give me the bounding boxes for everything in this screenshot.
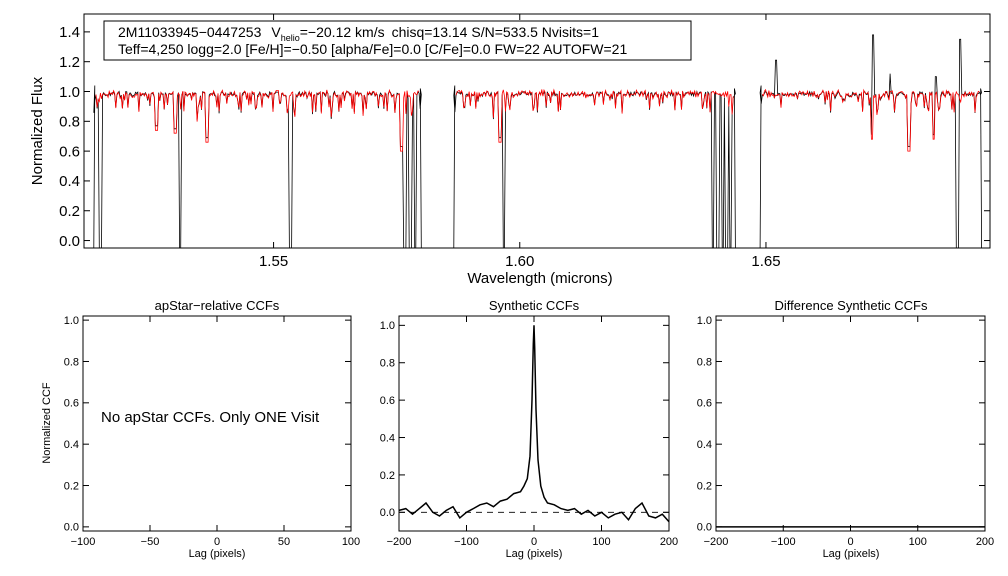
- spectrum-ytick-label: 0.8: [59, 114, 80, 131]
- spectrum-frame: [83, 13, 991, 249]
- difference-ytick-label: 0.0: [697, 522, 712, 534]
- synthetic-xtick-label: 200: [660, 536, 678, 548]
- difference-xtick-label: −200: [704, 536, 729, 548]
- spectrum-ticks: 1.55 1.60 1.65 0.0 0.2 0.4 0.6 0.8 1.0 1.2 1.4: [59, 14, 990, 270]
- apstar-xtick-label: 50: [278, 536, 290, 548]
- apstar-ticks: −100 −50 0 50 100 0.0 0.2 0.4 0.6 0.8 1.0: [64, 315, 360, 548]
- vhelio-value: =−20.12 km/s: [300, 24, 385, 40]
- observed-spectrum-line: [93, 85, 422, 249]
- spectrum-ytick-label: 1.4: [59, 24, 80, 41]
- spectrum-xtick-label: 1.60: [505, 253, 534, 270]
- apstar-xlabel: Lag (pixels): [189, 548, 246, 560]
- spectrum-ytick-label: 0.2: [59, 203, 80, 220]
- apstar-ytick-label: 0.6: [64, 398, 79, 410]
- synthetic-xtick-label: 0: [531, 536, 537, 548]
- synthetic-spectrum-line: [455, 88, 734, 143]
- fit-stats: chisq=13.14 S/N=533.5 Nvisits=1: [392, 24, 600, 40]
- difference-xtick-label: 0: [847, 536, 853, 548]
- synthetic-ytick-label: 0.2: [380, 470, 395, 482]
- apstar-ytick-label: 0.2: [64, 480, 79, 492]
- difference-ytick-label: 1.0: [697, 315, 712, 327]
- apstar-ccf-panel: −100 −50 0 50 100 0.0 0.2 0.4 0.6 0.8 1.0 apStar−r…: [41, 298, 360, 560]
- spectrum-chips: [93, 34, 983, 249]
- synthetic-xtick-label: 100: [592, 536, 610, 548]
- spectrum-ytick-label: 1.2: [59, 54, 80, 71]
- apstar-title: apStar−relative CCFs: [155, 298, 280, 313]
- difference-frame: [715, 315, 986, 532]
- synthetic-xtick-label: −100: [454, 536, 479, 548]
- apstar-xtick-label: −50: [141, 536, 160, 548]
- synthetic-ytick-label: 0.6: [380, 395, 395, 407]
- synthetic-ticks: −200 −100 0 100 200 0.0 0.2 0.4 0.6 0.8 1.0: [380, 316, 678, 548]
- synthetic-xtick-label: −200: [387, 536, 412, 548]
- apstar-xtick-label: 0: [214, 536, 220, 548]
- vhelio-prefix: V: [271, 24, 281, 40]
- spectrum-xtick-label: 1.55: [259, 253, 288, 270]
- synthetic-ccf-panel: −200 −100 0 100 200 0.0 0.2 0.4 0.6 0.8 1.0 Synthe…: [380, 298, 678, 560]
- spectrum-xtick-label: 1.65: [751, 253, 780, 270]
- annotation-line-1: 2M11033945−0447253 Vhelio=−20.12 km/s chis…: [118, 24, 599, 43]
- synthetic-xlabel: Lag (pixels): [506, 548, 563, 560]
- spectrum-ytick-label: 0.4: [59, 173, 80, 190]
- apstar-ytick-label: 0.8: [64, 356, 79, 368]
- observed-spectrum-line: [453, 85, 736, 249]
- synthetic-spectrum-line: [761, 88, 980, 152]
- spectrum-ytick-label: 1.0: [59, 84, 80, 101]
- apstar-xtick-label: 100: [342, 536, 360, 548]
- synthetic-ytick-label: 1.0: [380, 320, 395, 332]
- difference-xtick-label: 100: [909, 536, 927, 548]
- difference-ticks: −200 −100 0 100 200 0.0 0.2 0.4 0.6 0.8 1.0: [697, 315, 994, 548]
- difference-xlabel: Lag (pixels): [823, 548, 880, 560]
- synthetic-ccf-line: [398, 325, 670, 523]
- apstar-xtick-label: −100: [71, 536, 96, 548]
- difference-xtick-label: −100: [771, 536, 796, 548]
- apstar-ytick-label: 0.0: [64, 522, 79, 534]
- difference-ytick-label: 0.8: [697, 356, 712, 368]
- spectrum-panel: 1.55 1.60 1.65 0.0 0.2 0.4 0.6 0.8 1.0 1.2 1.4 Wav…: [29, 13, 991, 287]
- synthetic-title: Synthetic CCFs: [489, 298, 580, 313]
- difference-xtick-label: 200: [976, 536, 994, 548]
- star-id: 2M11033945−0447253: [118, 24, 262, 40]
- observed-spectrum-line: [759, 34, 983, 249]
- spectrum-xlabel: Wavelength (microns): [467, 270, 612, 287]
- difference-ccf-panel: −200 −100 0 100 200 0.0 0.2 0.4 0.6 0.8 1.0 Differ…: [697, 298, 994, 560]
- difference-ytick-label: 0.4: [697, 439, 712, 451]
- difference-title: Difference Synthetic CCFs: [775, 298, 928, 313]
- annotation-line-2: Teff=4,250 logg=2.0 [Fe/H]=−0.50 [alpha/…: [118, 41, 627, 57]
- difference-ytick-label: 0.6: [697, 398, 712, 410]
- synthetic-ytick-label: 0.8: [380, 358, 395, 370]
- annotation-box: [103, 20, 692, 61]
- no-ccf-message: No apStar CCFs. Only ONE Visit: [101, 409, 320, 426]
- vhelio-subscript: helio: [281, 33, 300, 43]
- difference-ytick-label: 0.2: [697, 480, 712, 492]
- spectrum-ytick-label: 0.0: [59, 233, 80, 250]
- apstar-ylabel: Normalized CCF: [41, 382, 53, 464]
- synthetic-ytick-label: 0.4: [380, 432, 395, 444]
- synthetic-plot: [398, 325, 670, 523]
- apstar-ytick-label: 0.4: [64, 439, 79, 451]
- spectrum-ytick-label: 0.6: [59, 143, 80, 160]
- synthetic-spectrum-line: [95, 88, 420, 152]
- spectrum-ylabel: Normalized Flux: [29, 76, 46, 185]
- synthetic-ytick-label: 0.0: [380, 507, 395, 519]
- apstar-ytick-label: 1.0: [64, 315, 79, 327]
